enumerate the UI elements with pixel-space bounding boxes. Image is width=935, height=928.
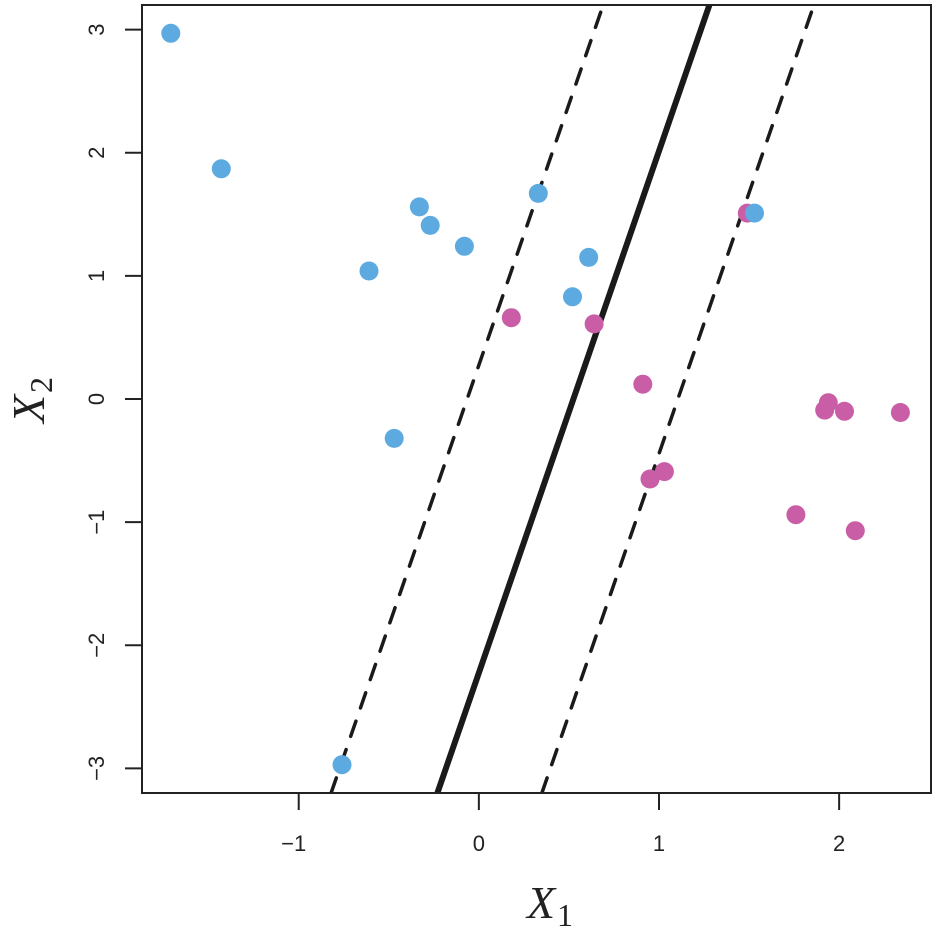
data-point xyxy=(161,23,181,43)
y-tick-label: 3 xyxy=(84,24,109,36)
y-tick-label: 0 xyxy=(84,393,109,405)
x-axis: −1 0 1 2 xyxy=(281,793,845,856)
plot-frame xyxy=(141,4,932,794)
data-point xyxy=(563,287,582,307)
data-point xyxy=(579,247,599,267)
y-tick-label: −1 xyxy=(84,510,109,535)
data-point xyxy=(211,159,231,179)
data-point xyxy=(420,215,440,235)
data-point xyxy=(454,236,474,256)
data-point xyxy=(584,314,604,334)
data-point xyxy=(890,403,910,422)
data-point xyxy=(501,308,521,328)
x-tick-label: −1 xyxy=(281,831,306,856)
margin-lower-line xyxy=(329,5,605,793)
x-axis-title: X1 xyxy=(525,877,573,928)
x-tick-label: 1 xyxy=(653,831,665,856)
y-axis: −3 −2 −1 0 1 2 3 xyxy=(84,24,142,781)
y-tick-label: −2 xyxy=(84,633,109,658)
y-axis-title: X2 xyxy=(3,377,59,425)
data-point xyxy=(654,462,674,482)
data-point xyxy=(845,521,865,541)
y-tick-label: 2 xyxy=(84,147,109,159)
decision-lines xyxy=(329,5,816,793)
x-tick-label: 2 xyxy=(833,831,845,856)
data-point xyxy=(384,428,404,448)
hyperplane-line xyxy=(434,5,713,793)
margin-upper-line xyxy=(540,5,816,793)
data-point xyxy=(835,401,854,421)
y-tick-label: 1 xyxy=(84,270,109,282)
x-tick-label: 0 xyxy=(473,831,485,856)
data-point xyxy=(815,400,835,420)
data-point xyxy=(409,197,429,217)
data-point xyxy=(528,183,548,203)
data-point xyxy=(633,374,653,394)
data-point xyxy=(745,203,764,223)
data-point xyxy=(786,505,806,525)
y-tick-label: −3 xyxy=(84,756,109,781)
data-point xyxy=(359,261,379,281)
data-point xyxy=(640,469,660,489)
data-points xyxy=(161,23,910,775)
data-point xyxy=(332,755,352,775)
